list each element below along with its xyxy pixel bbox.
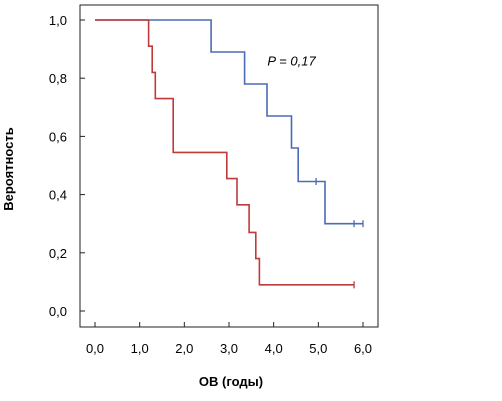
series-layer xyxy=(95,19,364,289)
y-tick-label: 0,2 xyxy=(49,246,67,261)
y-tick-label: 1,0 xyxy=(49,13,67,28)
survival-curve-2 xyxy=(95,19,355,286)
x-tick-label: 2,0 xyxy=(175,341,193,356)
p-value-annotation: P = 0,17 xyxy=(267,54,316,69)
x-axis-title: ОВ (годы) xyxy=(199,374,263,389)
x-tick-label: 5,0 xyxy=(309,341,327,356)
axis-ticks: 0,0 1,0 2,0 3,0 4,0 5,0 6,0 0,0 0,2 0,4 0,6 0,8 1,0 xyxy=(49,13,372,356)
y-tick-label: 0,0 xyxy=(49,304,67,319)
plot-area-frame xyxy=(79,4,379,328)
x-tick-label: 3,0 xyxy=(220,341,238,356)
y-tick-label: 0,4 xyxy=(49,188,67,203)
y-tick-label: 0,8 xyxy=(49,71,67,86)
x-tick-label: 6,0 xyxy=(354,341,372,356)
x-tick-label: 1,0 xyxy=(131,341,149,356)
y-tick-label: 0,6 xyxy=(49,129,67,144)
x-tick-label: 0,0 xyxy=(86,341,104,356)
survival-curve-1 xyxy=(95,19,363,225)
y-axis-title: Вероятность xyxy=(1,127,16,211)
x-tick-label: 4,0 xyxy=(265,341,283,356)
